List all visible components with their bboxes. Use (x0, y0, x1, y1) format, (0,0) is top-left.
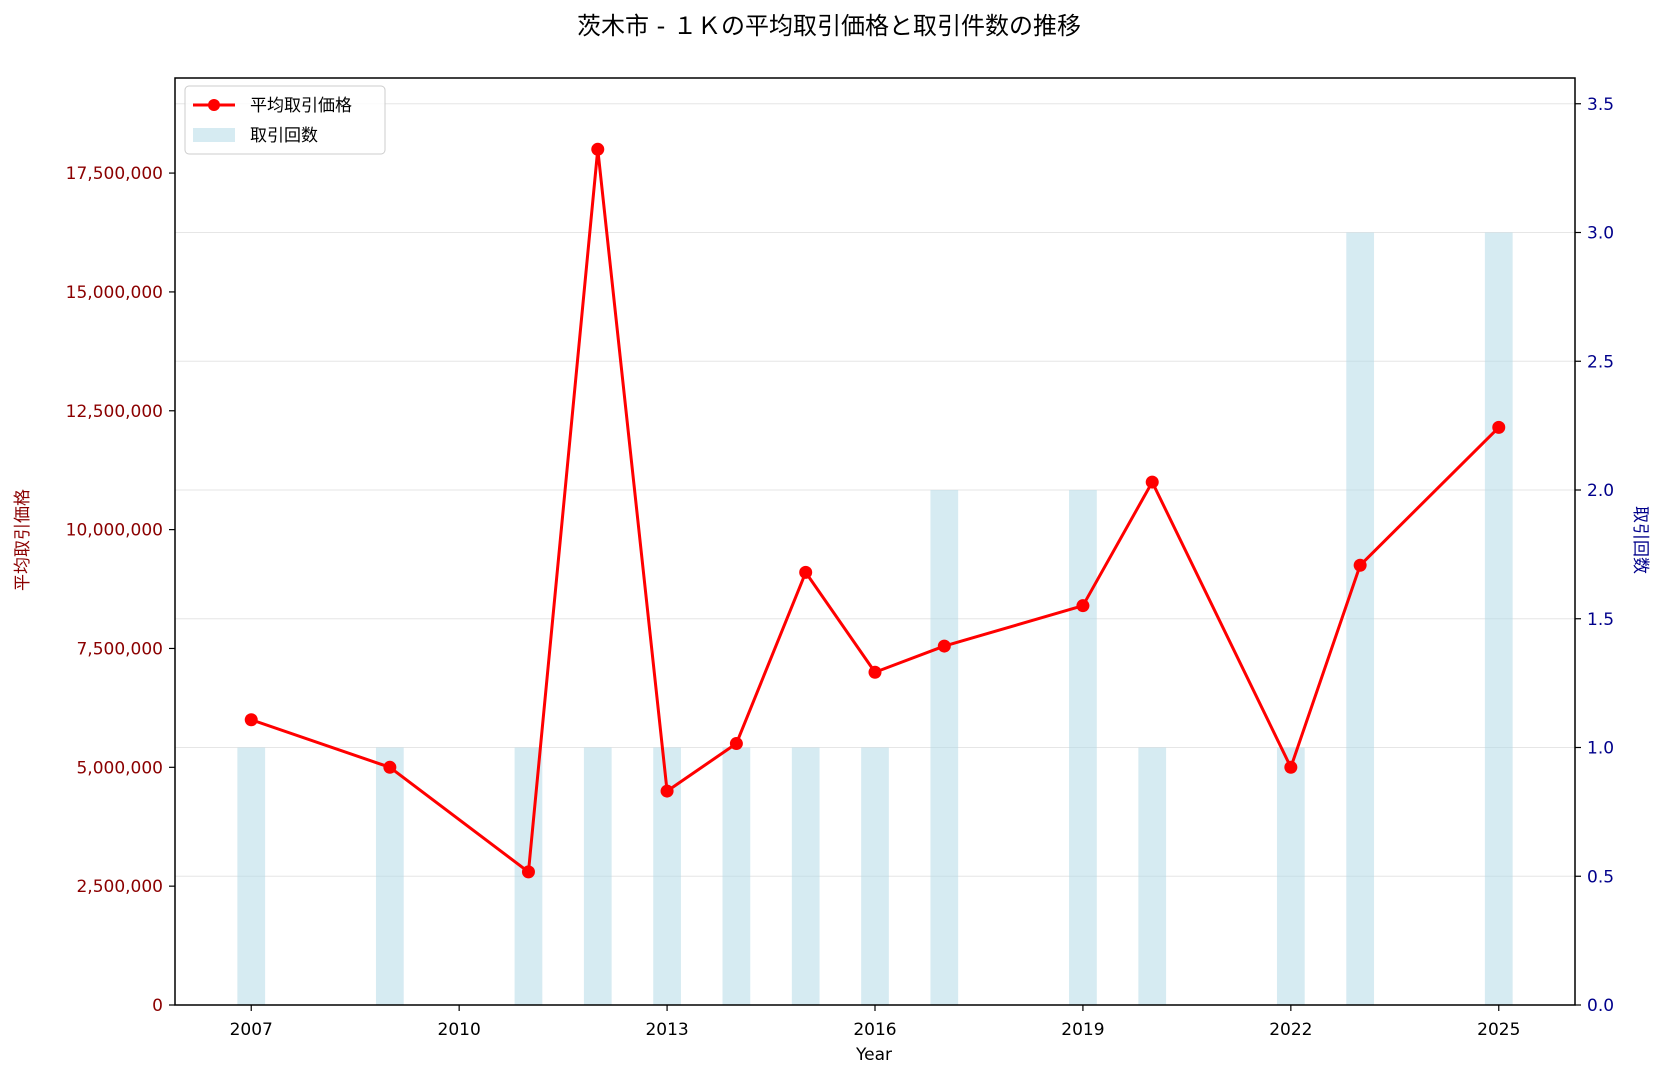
y-right-tick-label-4: 2.0 (1587, 481, 1614, 501)
legend-line-marker (208, 99, 220, 111)
y-right-tick-label-7: 3.5 (1587, 95, 1614, 115)
y-right-tick-label-0: 0.0 (1587, 996, 1614, 1016)
line-layer (244, 142, 1506, 879)
bar-2020 (1138, 747, 1167, 1005)
y-left-tick-label-7: 17,500,000 (66, 164, 163, 184)
y-left-tick-label-1: 2,500,000 (76, 877, 163, 897)
bar-2022 (1276, 747, 1305, 1005)
y-right-tick-label-6: 3.0 (1587, 224, 1614, 244)
price-point-2025 (1492, 420, 1506, 434)
x-axis-label: Year (855, 1045, 892, 1065)
price-point-2017 (937, 639, 951, 653)
y-left-tick-label-0: 0 (152, 996, 163, 1016)
price-point-2016 (868, 665, 882, 679)
y-left-tick-label-3: 7,500,000 (76, 639, 163, 659)
price-point-2014 (729, 737, 743, 751)
price-point-2022 (1284, 760, 1298, 774)
x-tick-label-4: 2019 (1061, 1020, 1104, 1040)
legend-label-count: 取引回数 (250, 126, 318, 146)
bar-2017 (930, 490, 959, 1005)
price-point-2015 (799, 565, 813, 579)
price-line (250, 147, 1500, 874)
bars-layer (237, 232, 1513, 1005)
price-point-2012 (591, 142, 605, 156)
y-left-axis-label: 平均取引価格 (13, 489, 33, 591)
y-right-tick-label-3: 1.5 (1587, 610, 1614, 630)
price-point-2023 (1353, 558, 1367, 572)
y-left-tick-label-4: 10,000,000 (66, 521, 163, 541)
price-point-2019 (1076, 599, 1090, 613)
bar-2023 (1346, 232, 1375, 1005)
price-point-2013 (660, 784, 674, 798)
bar-2012 (583, 747, 612, 1005)
price-point-2009 (383, 760, 397, 774)
y-right-tick-label-2: 1.0 (1587, 739, 1614, 759)
chart-title: 茨木市 - １Ｋの平均取引価格と取引件数の推移 (577, 12, 1081, 40)
bar-2014 (722, 747, 751, 1005)
legend: 平均取引価格 取引回数 (184, 85, 386, 155)
y-left-tick-label-5: 12,500,000 (66, 402, 163, 422)
bar-2019 (1069, 490, 1097, 1005)
y-left-tick-label-2: 5,000,000 (76, 758, 163, 778)
bar-2016 (861, 747, 889, 1005)
x-tick-label-6: 2025 (1477, 1020, 1520, 1040)
bar-2025 (1484, 232, 1513, 1005)
x-tick-label-1: 2010 (438, 1020, 481, 1040)
legend-bar-swatch (193, 128, 235, 142)
y-right-axis-label: 取引回数 (1630, 506, 1650, 574)
bar-2007 (237, 747, 266, 1005)
bar-2009 (375, 747, 404, 1005)
x-tick-label-5: 2022 (1269, 1020, 1312, 1040)
ticks-layer: 0 2,500,000 5,000,000 7,500,000 10,000,000 12… (66, 95, 1614, 1040)
bar-2015 (791, 747, 820, 1005)
x-tick-label-2: 2013 (645, 1020, 688, 1040)
y-right-tick-label-5: 2.5 (1587, 352, 1614, 372)
price-point-2007 (244, 713, 258, 727)
x-tick-label-3: 2016 (853, 1020, 896, 1040)
y-left-tick-label-6: 15,000,000 (66, 283, 163, 303)
y-right-tick-label-1: 0.5 (1587, 867, 1614, 887)
x-tick-label-0: 2007 (230, 1020, 273, 1040)
price-point-2020 (1145, 475, 1159, 489)
legend-label-price: 平均取引価格 (250, 96, 352, 116)
price-point-2011 (521, 865, 535, 879)
